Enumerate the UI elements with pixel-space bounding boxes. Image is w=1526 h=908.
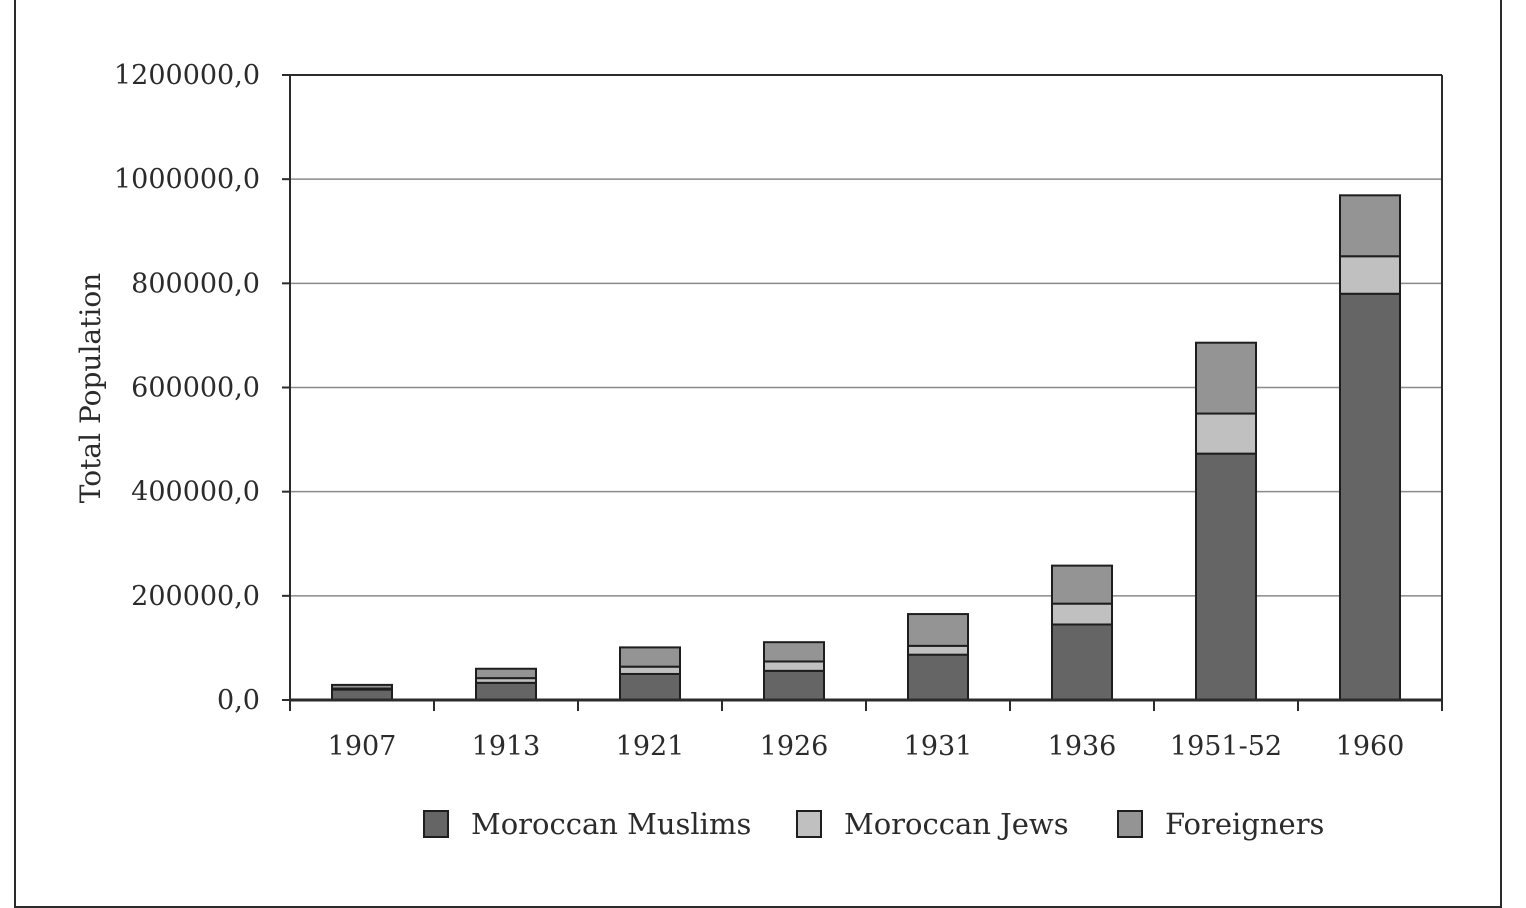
bar-segment	[763, 641, 825, 663]
bar-segment	[1051, 623, 1113, 702]
y-tick-label: 400000,0	[131, 477, 260, 508]
x-tick-label: 1936	[1048, 731, 1117, 762]
bar-segment	[1195, 341, 1257, 415]
bar-segment	[331, 688, 393, 701]
y-tick-label: 200000,0	[131, 581, 260, 612]
bar-segment	[1051, 564, 1113, 605]
legend-swatch	[796, 810, 822, 838]
bar-segment	[1195, 452, 1257, 702]
legend-label: Foreigners	[1165, 807, 1324, 841]
bar-segment	[1339, 255, 1401, 295]
legend-swatch	[423, 810, 449, 838]
bar-segment	[907, 613, 969, 647]
y-tick-label: 600000,0	[131, 373, 260, 404]
y-tick-label: 1200000,0	[114, 60, 260, 91]
gridlines	[290, 178, 1442, 597]
legend-swatch	[1117, 810, 1143, 838]
x-tick-label: 1951-52	[1170, 731, 1282, 762]
bar-segment	[619, 646, 681, 668]
y-axis-title: Total Population	[74, 273, 107, 503]
bars	[331, 194, 1401, 702]
x-tick-label: 1921	[616, 731, 685, 762]
bar-segment	[907, 653, 969, 701]
y-tick-label: 1000000,0	[114, 164, 260, 195]
legend-label: Moroccan Jews	[844, 807, 1069, 841]
legend-label: Moroccan Muslims	[471, 807, 751, 841]
bar-segment	[331, 683, 393, 690]
axes: 0,0 200000,0 400000,0 600000,0 800000,0 10000…	[114, 60, 1443, 762]
bar-segment	[1195, 412, 1257, 455]
x-tick-label: 1907	[328, 731, 397, 762]
bar-segment	[763, 669, 825, 701]
y-tick-label: 800000,0	[131, 268, 260, 299]
bar-segment	[619, 672, 681, 701]
x-tick-label: 1913	[472, 731, 541, 762]
y-tick-label: 0,0	[217, 685, 260, 716]
bar-segment	[1051, 602, 1113, 626]
bar-segment	[1339, 194, 1401, 258]
bar-segment	[475, 667, 537, 680]
bar-segment	[907, 644, 969, 656]
x-tick-label: 1931	[904, 731, 973, 762]
bar-segment	[1339, 292, 1401, 701]
legend: Moroccan Muslims Moroccan Jews Foreigners	[423, 807, 1324, 841]
bar-segment	[763, 660, 825, 672]
bar-segment	[475, 681, 537, 701]
bar-segment	[619, 665, 681, 675]
x-tick-label: 1960	[1336, 731, 1405, 762]
x-tick-label: 1926	[760, 731, 829, 762]
